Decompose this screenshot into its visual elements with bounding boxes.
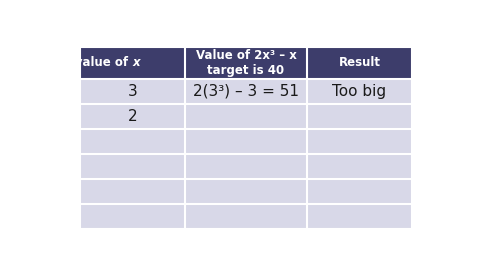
Bar: [307, 104, 411, 129]
Bar: [185, 47, 307, 79]
Bar: [185, 79, 307, 104]
Bar: [81, 179, 185, 204]
Bar: [185, 204, 307, 229]
Bar: [185, 179, 307, 204]
Bar: [81, 104, 185, 129]
Text: Result: Result: [338, 56, 380, 69]
Text: 2(3³) – 3 = 51: 2(3³) – 3 = 51: [193, 84, 299, 99]
Bar: [81, 154, 185, 179]
Text: Value of 2x³ – x
target is 40: Value of 2x³ – x target is 40: [195, 49, 297, 77]
Text: 2: 2: [128, 109, 137, 124]
Text: Trial value of: Trial value of: [42, 56, 132, 69]
Text: Too big: Too big: [332, 84, 386, 99]
Text: x: x: [132, 56, 140, 69]
Bar: [185, 104, 307, 129]
Bar: [307, 204, 411, 229]
Bar: [185, 129, 307, 154]
Text: 3: 3: [128, 84, 137, 99]
Bar: [307, 154, 411, 179]
Bar: [81, 129, 185, 154]
Bar: [307, 179, 411, 204]
Bar: [307, 79, 411, 104]
Bar: [81, 79, 185, 104]
Bar: [307, 129, 411, 154]
Bar: [185, 154, 307, 179]
Bar: [81, 204, 185, 229]
Bar: [307, 47, 411, 79]
Bar: [81, 47, 185, 79]
